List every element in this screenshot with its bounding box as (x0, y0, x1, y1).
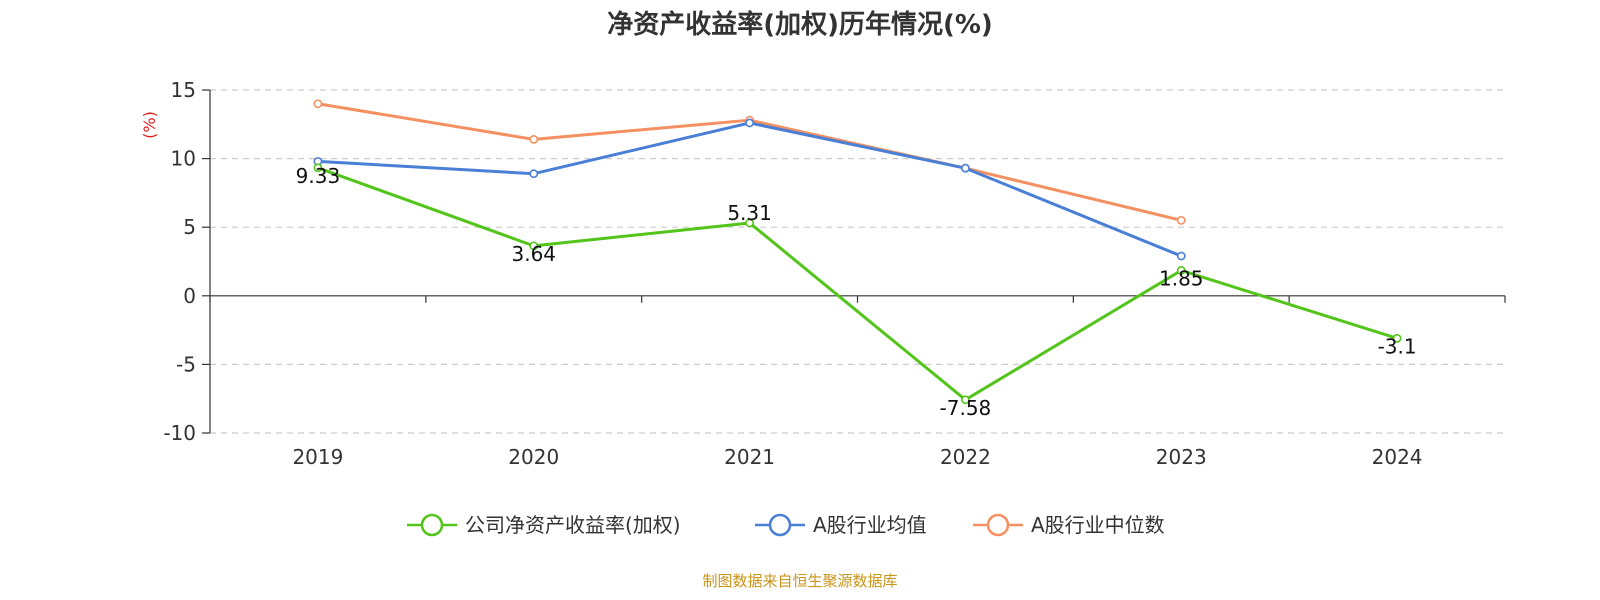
legend-label: 公司净资产收益率(加权) (465, 513, 681, 537)
data-label: 9.33 (296, 164, 341, 188)
data-point (1176, 266, 1186, 275)
series-line (317, 166, 1398, 402)
data-point (745, 118, 754, 128)
y-tick-label: 15 (171, 78, 196, 102)
data-point (1176, 215, 1186, 225)
data-point (313, 99, 323, 109)
data-labels: 9.33 3.64 5.31 -7.58 1.85 -3.1 (296, 164, 1417, 420)
y-tick-label: 10 (171, 147, 196, 171)
series-group (313, 99, 1402, 405)
y-tick-label: 5 (183, 215, 196, 239)
x-tick-label: 2020 (508, 445, 559, 469)
legend-marker (420, 513, 444, 537)
legend-item[interactable]: 公司净资产收益率(加权) (407, 513, 681, 537)
legend-item[interactable]: A股行业中位数 (973, 513, 1165, 537)
y-tick-label: -10 (163, 421, 196, 445)
y-tick-label: 0 (183, 284, 196, 308)
y-axis-label: (%) (140, 111, 159, 139)
y-tick-label: -5 (176, 352, 196, 376)
data-label: 3.64 (511, 242, 556, 266)
legend[interactable]: 公司净资产收益率(加权) A股行业均值 A股行业中位数 (407, 513, 1165, 537)
data-point (529, 169, 539, 179)
x-tick-label: 2022 (940, 445, 991, 469)
x-tick-label: 2023 (1156, 445, 1207, 469)
data-point (1392, 333, 1402, 343)
data-point (313, 163, 323, 173)
x-tick-label: 2021 (724, 445, 775, 469)
data-label: 5.31 (727, 201, 772, 225)
legend-label: A股行业均值 (813, 513, 927, 537)
chart-title: 净资产收益率(加权)历年情况(%) (607, 9, 993, 40)
axes: 15 10 5 0 -5 -10 2019 2020 2021 2022 2023 2024 (163, 78, 1506, 469)
data-label: -7.58 (940, 396, 992, 420)
legend-marker (768, 513, 792, 537)
data-point (745, 218, 754, 228)
x-tick-label: 2024 (1372, 445, 1423, 469)
data-point (961, 395, 970, 405)
source-note: 制图数据来自恒生聚源数据库 (702, 572, 897, 590)
data-point (1176, 251, 1186, 261)
x-tick-label: 2019 (292, 445, 343, 469)
data-point (529, 134, 539, 144)
legend-marker (986, 513, 1010, 537)
data-label: -3.1 (1378, 334, 1417, 358)
legend-label: A股行业中位数 (1031, 513, 1165, 537)
data-label: 1.85 (1159, 266, 1204, 290)
data-point (961, 163, 970, 173)
grid-lines (210, 89, 1505, 434)
data-point (529, 241, 539, 251)
legend-item[interactable]: A股行业均值 (755, 513, 927, 537)
